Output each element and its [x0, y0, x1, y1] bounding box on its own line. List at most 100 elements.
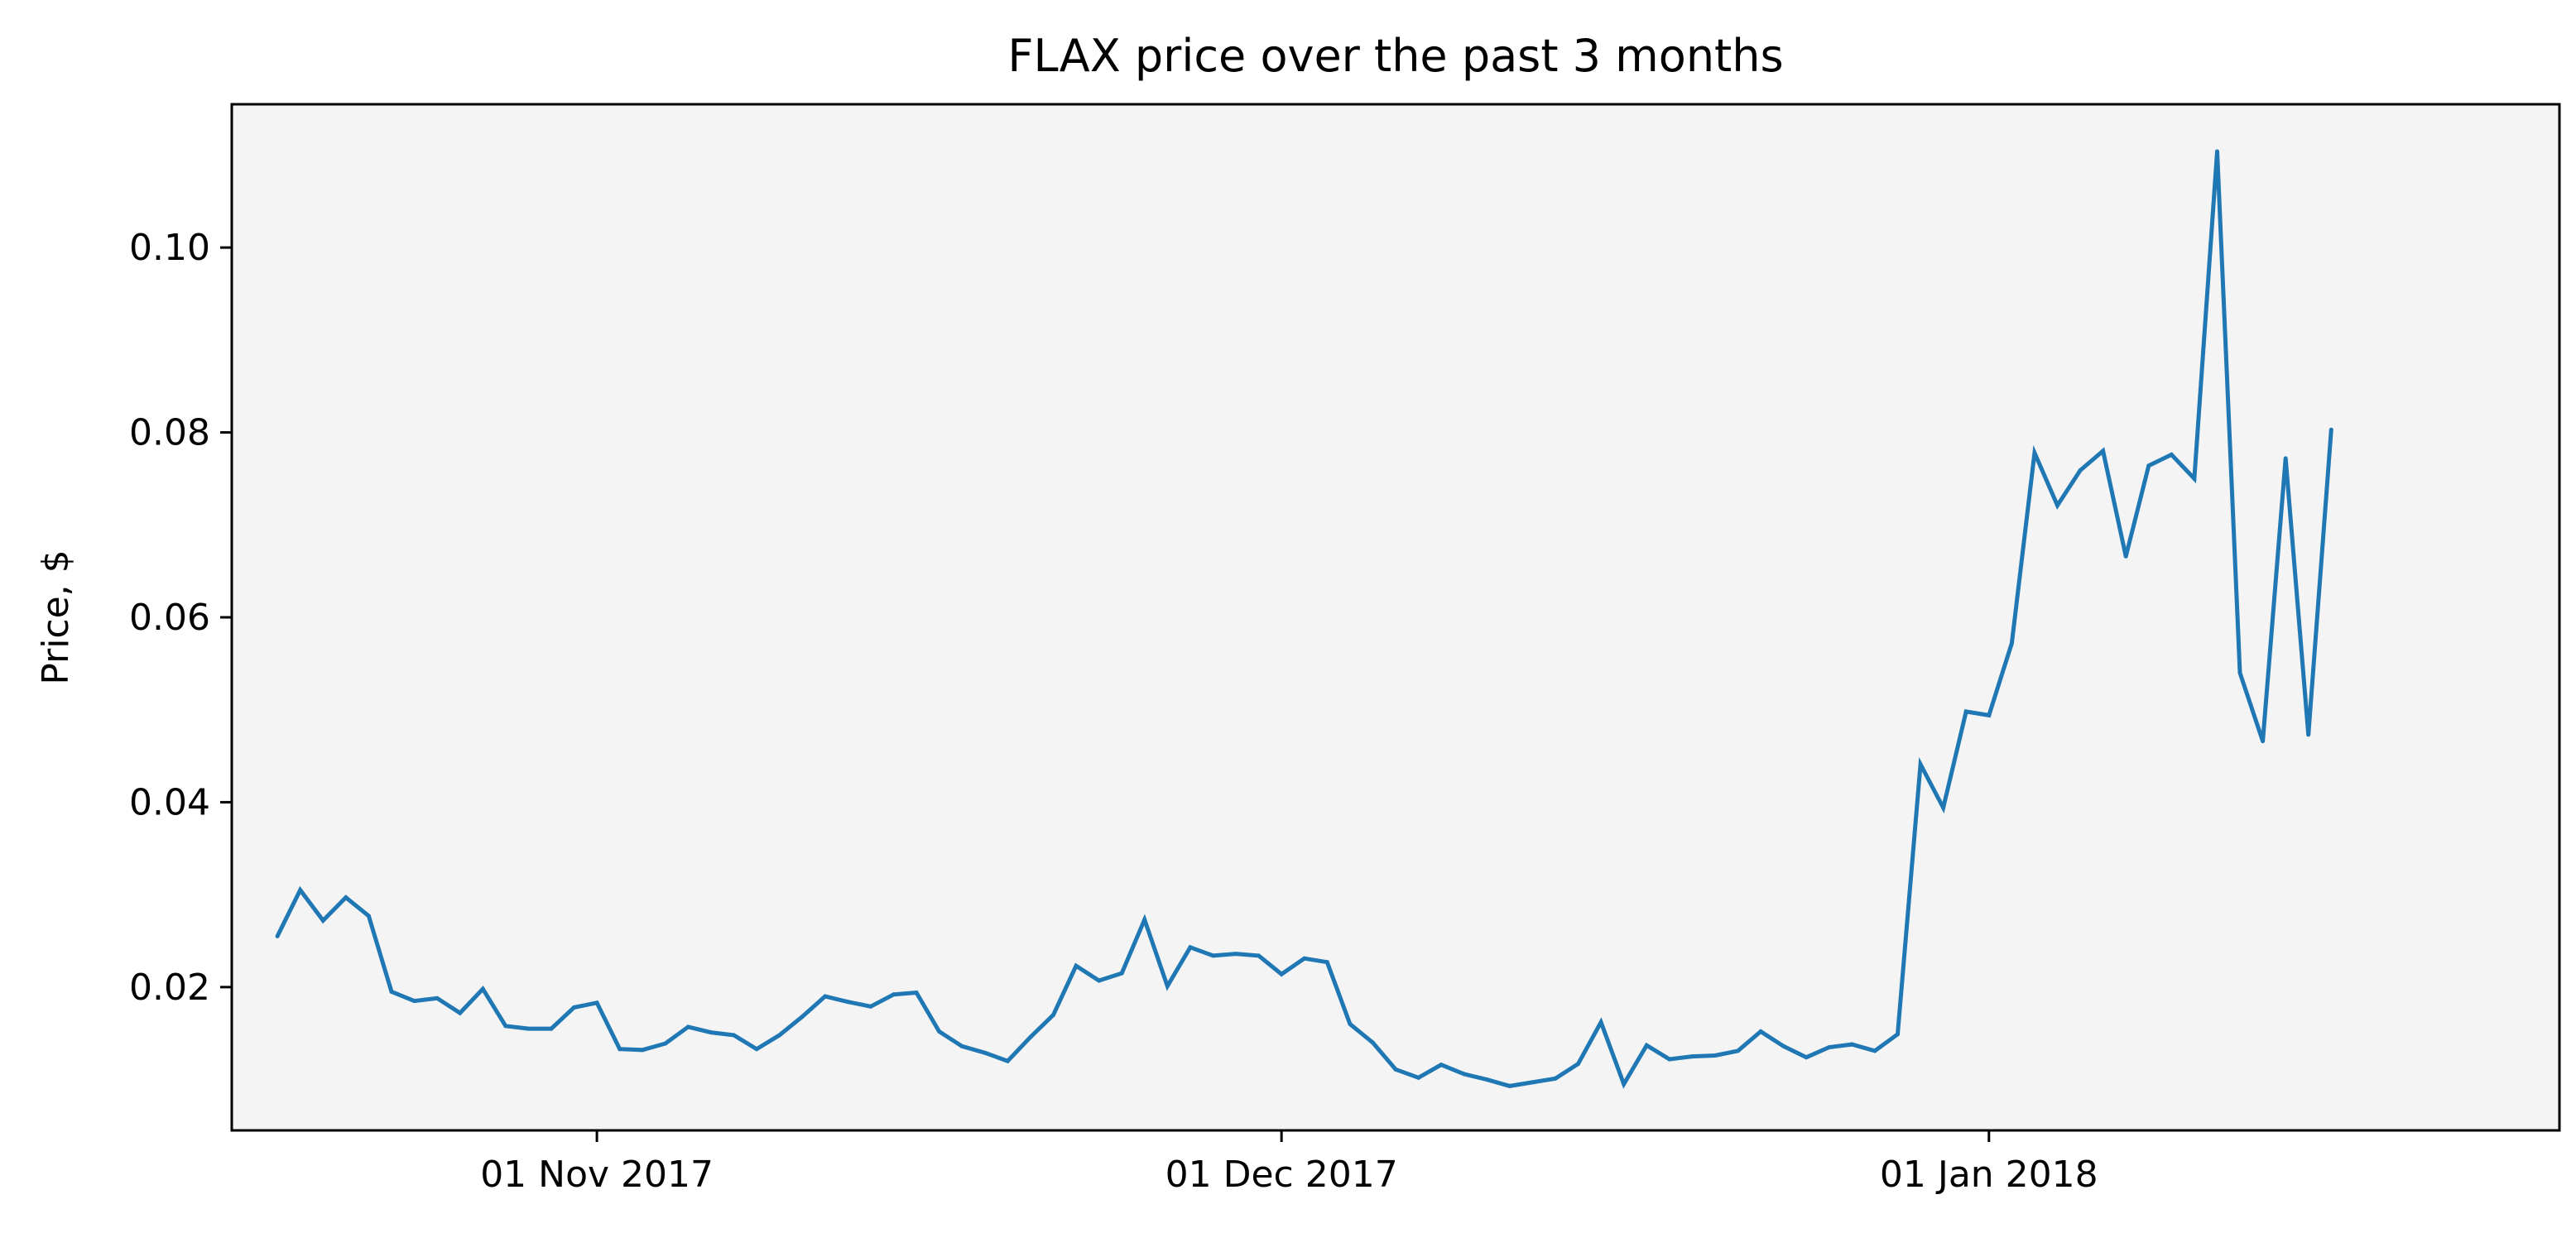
data-point — [732, 1033, 736, 1038]
data-point — [1987, 712, 1992, 717]
y-tick-label: 0.08 — [129, 412, 210, 454]
data-point — [2215, 149, 2219, 154]
data-point — [1211, 953, 1215, 958]
data-point — [1963, 709, 1968, 714]
data-point — [1165, 984, 1170, 989]
data-point — [663, 1041, 668, 1046]
data-point — [1507, 1083, 1512, 1088]
data-point — [983, 1050, 988, 1055]
data-point — [1667, 1057, 1672, 1062]
data-point — [526, 1026, 531, 1031]
plot-area — [232, 104, 2559, 1130]
data-point — [618, 1047, 622, 1052]
data-point — [2032, 450, 2037, 455]
data-point — [1896, 1032, 1900, 1037]
y-tick-label: 0.10 — [129, 227, 210, 269]
data-point — [1393, 1067, 1398, 1072]
data-point — [1188, 945, 1193, 950]
data-point — [2169, 452, 2174, 457]
data-point — [2146, 463, 2151, 468]
data-point — [2328, 427, 2333, 432]
data-point — [1689, 1054, 1694, 1059]
data-point — [2101, 449, 2106, 453]
data-point — [1804, 1055, 1809, 1060]
data-point — [823, 994, 828, 999]
data-point — [412, 999, 416, 1004]
data-point — [1142, 917, 1147, 922]
data-point — [2009, 640, 2014, 645]
data-point — [435, 996, 440, 1000]
y-axis: 0.02 0.04 0.06 0.08 0.10 — [129, 227, 232, 1009]
data-point — [549, 1026, 554, 1031]
data-point — [2283, 456, 2288, 461]
data-point — [480, 986, 485, 991]
data-point — [2261, 739, 2266, 744]
data-point — [1302, 956, 1307, 961]
y-axis-label: Price, $ — [35, 549, 77, 684]
data-point — [1758, 1029, 1763, 1034]
data-point — [709, 1030, 714, 1035]
data-point — [1233, 952, 1238, 957]
data-point — [298, 888, 303, 892]
data-point — [366, 914, 371, 919]
data-point — [1622, 1082, 1627, 1087]
data-point — [458, 1010, 463, 1015]
data-point — [937, 1029, 942, 1034]
x-tick-label: 01 Jan 2018 — [1880, 1154, 2098, 1196]
data-point — [1028, 1034, 1033, 1039]
data-point — [2192, 476, 2197, 481]
data-point — [275, 933, 280, 938]
data-point — [2123, 554, 2128, 559]
data-point — [1324, 960, 1329, 965]
data-point — [1097, 978, 1102, 983]
y-tick-label: 0.06 — [129, 597, 210, 639]
data-point — [389, 989, 394, 994]
data-point — [1279, 972, 1284, 976]
data-point — [1644, 1043, 1649, 1048]
data-point — [1005, 1058, 1010, 1063]
data-point — [868, 1004, 873, 1009]
data-point — [1872, 1048, 1877, 1053]
data-point — [914, 991, 919, 995]
data-point — [640, 1048, 645, 1053]
data-point — [1370, 1040, 1375, 1045]
data-point — [845, 1000, 850, 1005]
data-point — [2237, 670, 2242, 675]
data-point — [1553, 1076, 1558, 1081]
data-point — [1484, 1077, 1489, 1082]
data-point — [1781, 1043, 1786, 1048]
data-point — [1348, 1022, 1353, 1026]
data-point — [594, 1000, 599, 1005]
data-point — [959, 1043, 964, 1048]
data-point — [1849, 1042, 1854, 1047]
data-point — [2055, 503, 2059, 508]
data-point — [800, 1015, 805, 1020]
data-point — [2306, 732, 2311, 737]
data-point — [320, 918, 325, 923]
data-point — [1530, 1080, 1535, 1085]
data-point — [1918, 762, 1923, 767]
y-tick-label: 0.02 — [129, 967, 210, 1009]
data-point — [1119, 971, 1124, 976]
chart-title: FLAX price over the past 3 months — [1007, 30, 1783, 82]
data-point — [1827, 1045, 1832, 1049]
x-axis: 01 Nov 2017 01 Dec 2017 01 Jan 2018 — [480, 1130, 2098, 1196]
data-point — [2078, 468, 2083, 473]
data-point — [892, 992, 896, 997]
data-point — [503, 1024, 508, 1029]
series-line — [275, 149, 2333, 1089]
y-tick-label: 0.04 — [129, 781, 210, 823]
data-point — [1736, 1048, 1740, 1053]
data-point — [572, 1005, 576, 1010]
data-point — [1941, 805, 1946, 810]
data-point — [1416, 1075, 1421, 1080]
data-point — [754, 1047, 759, 1052]
data-point — [777, 1033, 782, 1038]
series-layer — [275, 149, 2333, 1089]
data-point — [1576, 1062, 1580, 1067]
data-point — [685, 1024, 690, 1029]
data-point — [1439, 1063, 1444, 1067]
data-point — [1598, 1020, 1603, 1024]
data-point — [1074, 963, 1079, 968]
